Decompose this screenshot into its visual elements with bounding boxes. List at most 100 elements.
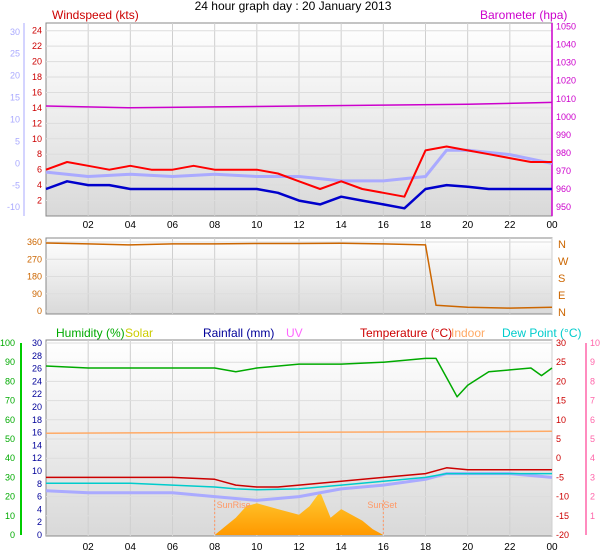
windspeed-tick-label: 12 — [32, 118, 42, 128]
x-tick-label: 06 — [167, 542, 179, 553]
x-tick-label: 02 — [83, 542, 95, 553]
uv-tick-label: 5 — [590, 434, 595, 444]
windspeed-tick-label: 10 — [32, 134, 42, 144]
x-tick-label: 16 — [378, 220, 390, 231]
x-tick-label: 20 — [462, 220, 474, 231]
temperature-tick-label: 0 — [556, 453, 561, 463]
barometer-label: Barometer (hpa) — [480, 8, 567, 22]
rainfall-tick-label: 6 — [37, 492, 42, 502]
rainfall-tick-label: 20 — [32, 402, 42, 412]
windspeed-tick-label: 18 — [32, 72, 42, 82]
temperature-tick-label: -10 — [556, 492, 569, 502]
x-tick-label: 08 — [209, 542, 221, 553]
humidity-tick-label: 70 — [5, 396, 15, 406]
dewpoint-line — [46, 472, 552, 491]
x-tick-label: 14 — [336, 542, 348, 553]
compass-label: N — [558, 307, 566, 319]
x-tick-label: 10 — [251, 542, 263, 553]
sunrise-label: SunRise — [217, 500, 251, 510]
uv-tick-label: 9 — [590, 357, 595, 367]
rainfall-tick-label: 28 — [32, 351, 42, 361]
direction-tick-label: 0 — [37, 306, 42, 316]
barometer-tick-label: 1050 — [556, 22, 576, 32]
humidity-tick-label: 30 — [5, 472, 15, 482]
temperature-tick-label: 10 — [556, 415, 566, 425]
outer-tick-label: -10 — [7, 202, 20, 212]
wind-axes: 2468101214161820222495096097098099010001… — [7, 22, 576, 231]
rainfall-tick-label: 4 — [37, 504, 42, 514]
x-tick-label: 00 — [546, 220, 558, 231]
outer-tick-label: 10 — [10, 115, 20, 125]
uv-tick-label: 2 — [590, 492, 595, 502]
average-wind-line — [45, 180, 552, 210]
x-tick-label: 22 — [504, 542, 516, 553]
humidity-tick-label: 0 — [10, 530, 15, 540]
direction-tick-label: 360 — [27, 237, 42, 247]
indoor-label: Indoor — [451, 326, 485, 340]
direction-series — [45, 242, 553, 309]
rainfall-tick-label: 16 — [32, 428, 42, 438]
outer-tick-label: 30 — [10, 27, 20, 37]
temperature-label: Temperature (°C) — [360, 326, 452, 340]
temperature-tick-label: 5 — [556, 434, 561, 444]
solar-label: Solar — [125, 326, 153, 340]
uv-tick-label: 6 — [590, 415, 595, 425]
direction-tick-label: 270 — [27, 254, 42, 264]
humidity-tick-label: 100 — [0, 338, 15, 348]
rainfall-tick-label: 18 — [32, 415, 42, 425]
uv-tick-label: 4 — [590, 453, 595, 463]
x-tick-label: 04 — [125, 542, 137, 553]
outer-tick-label: 15 — [10, 93, 20, 103]
x-tick-label: 10 — [251, 220, 263, 231]
indoor-line — [45, 430, 553, 434]
barometer-tick-label: 1040 — [556, 40, 576, 50]
temp-legend: Humidity (%) Solar Rainfall (mm) UV Temp… — [56, 326, 581, 340]
outer-tick-label: 5 — [15, 136, 20, 146]
sunset-label: SunSet — [367, 500, 397, 510]
x-tick-label: 00 — [546, 542, 558, 553]
rainfall-tick-label: 10 — [32, 466, 42, 476]
temperature-line — [46, 467, 552, 488]
temp-axes: 0102030405060708090100024681012141618202… — [0, 338, 600, 553]
windspeed-tick-label: 8 — [37, 149, 42, 159]
compass-label: N — [558, 239, 566, 251]
solar-area — [214, 491, 384, 535]
x-tick-label: 20 — [462, 542, 474, 553]
barometer-tick-label: 960 — [556, 184, 571, 194]
temperature-tick-label: 15 — [556, 396, 566, 406]
temperature-tick-label: 30 — [556, 338, 566, 348]
x-tick-label: 02 — [83, 220, 95, 231]
compass-label: E — [558, 290, 565, 302]
windspeed-tick-label: 6 — [37, 165, 42, 175]
windspeed-tick-label: 2 — [37, 196, 42, 206]
barometer-tick-label: 990 — [556, 130, 571, 140]
temperature-tick-label: -20 — [556, 530, 569, 540]
rainfall-tick-label: 2 — [37, 517, 42, 527]
humidity-tick-label: 40 — [5, 453, 15, 463]
x-tick-label: 18 — [420, 542, 432, 553]
temperature-tick-label: 20 — [556, 376, 566, 386]
windspeed-tick-label: 20 — [32, 57, 42, 67]
wind-series — [45, 101, 553, 210]
temperature-tick-label: -15 — [556, 511, 569, 521]
uv-tick-label: 1 — [590, 511, 595, 521]
x-tick-label: 16 — [378, 542, 390, 553]
outer-tick-label: 20 — [10, 71, 20, 81]
uv-tick-label: 7 — [590, 396, 595, 406]
direction-tick-label: 180 — [27, 272, 42, 282]
gust-line — [45, 145, 552, 198]
x-tick-label: 12 — [293, 542, 305, 553]
x-tick-label: 22 — [504, 220, 516, 231]
x-tick-label: 12 — [293, 220, 305, 231]
compass-label: S — [558, 273, 565, 285]
rainfall-tick-label: 26 — [32, 364, 42, 374]
direction-tick-label: 90 — [32, 289, 42, 299]
temperature-tick-label: -5 — [556, 472, 564, 482]
rainfall-tick-label: 0 — [37, 530, 42, 540]
humidity-line — [45, 357, 553, 398]
rainfall-tick-label: 24 — [32, 376, 42, 386]
rainfall-tick-label: 14 — [32, 440, 42, 450]
rainfall-tick-label: 8 — [37, 479, 42, 489]
